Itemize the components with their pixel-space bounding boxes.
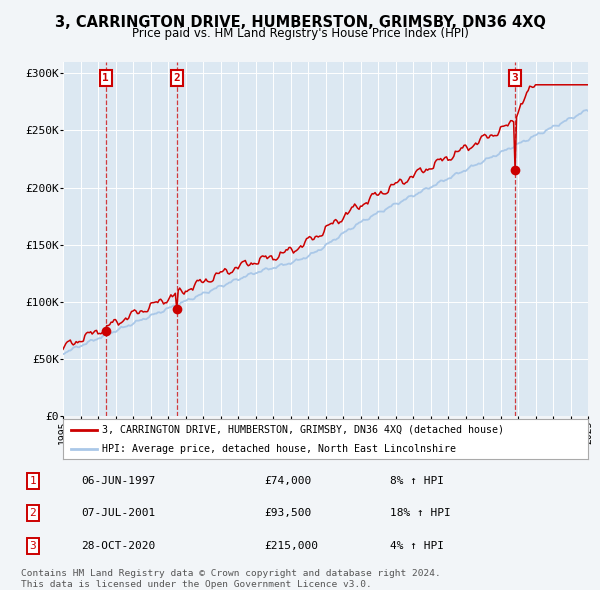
Text: 4% ↑ HPI: 4% ↑ HPI: [390, 541, 444, 550]
Text: 28-OCT-2020: 28-OCT-2020: [81, 541, 155, 550]
Text: Contains HM Land Registry data © Crown copyright and database right 2024.: Contains HM Land Registry data © Crown c…: [21, 569, 441, 578]
Text: Price paid vs. HM Land Registry's House Price Index (HPI): Price paid vs. HM Land Registry's House …: [131, 27, 469, 40]
Text: 3: 3: [29, 541, 37, 550]
Text: 06-JUN-1997: 06-JUN-1997: [81, 476, 155, 486]
Text: 18% ↑ HPI: 18% ↑ HPI: [390, 509, 451, 518]
Text: 1: 1: [29, 476, 37, 486]
Text: 3: 3: [512, 73, 518, 83]
Text: HPI: Average price, detached house, North East Lincolnshire: HPI: Average price, detached house, Nort…: [103, 444, 457, 454]
Text: £74,000: £74,000: [264, 476, 311, 486]
Text: 2: 2: [29, 509, 37, 518]
Text: £215,000: £215,000: [264, 541, 318, 550]
Text: 1: 1: [103, 73, 109, 83]
Text: 3, CARRINGTON DRIVE, HUMBERSTON, GRIMSBY, DN36 4XQ: 3, CARRINGTON DRIVE, HUMBERSTON, GRIMSBY…: [55, 15, 545, 30]
Text: £93,500: £93,500: [264, 509, 311, 518]
Text: This data is licensed under the Open Government Licence v3.0.: This data is licensed under the Open Gov…: [21, 579, 372, 589]
Text: 3, CARRINGTON DRIVE, HUMBERSTON, GRIMSBY, DN36 4XQ (detached house): 3, CARRINGTON DRIVE, HUMBERSTON, GRIMSBY…: [103, 425, 505, 435]
Text: 07-JUL-2001: 07-JUL-2001: [81, 509, 155, 518]
Text: 8% ↑ HPI: 8% ↑ HPI: [390, 476, 444, 486]
Text: 2: 2: [174, 73, 181, 83]
